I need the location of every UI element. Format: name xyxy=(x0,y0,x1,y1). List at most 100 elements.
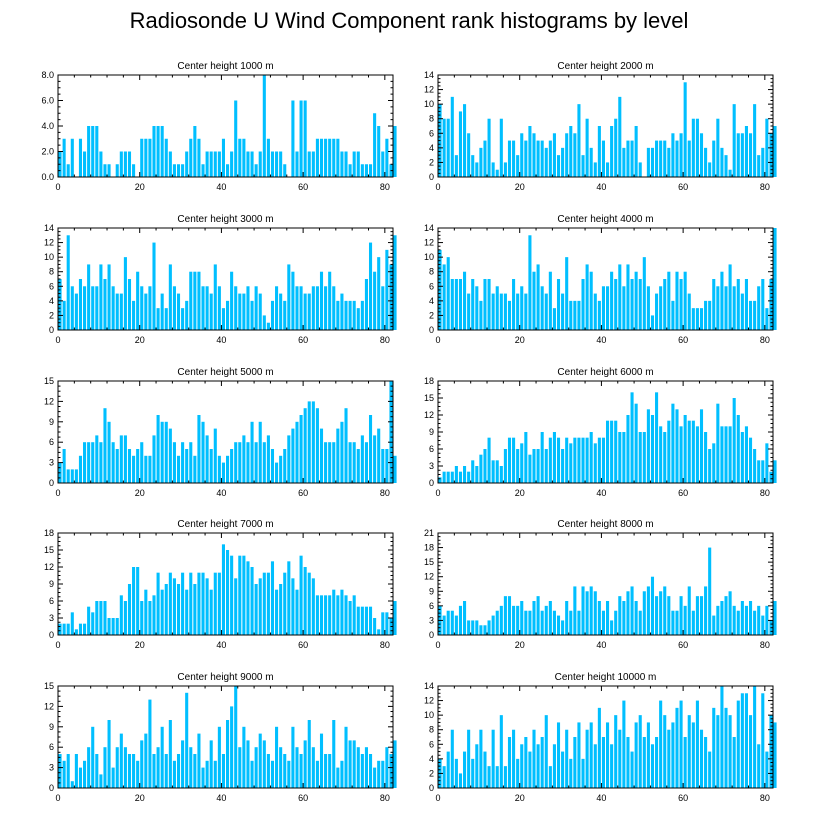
panel-9-bar-73 xyxy=(356,747,360,788)
panel-10-bar-54 xyxy=(659,700,663,788)
panel-2-title: Center height 2000 m xyxy=(557,61,653,72)
panel-2-bar-5 xyxy=(458,111,463,177)
panel-3-bar-56 xyxy=(287,264,291,330)
panel-2-bar-39 xyxy=(597,126,601,177)
panel-4-bar-40 xyxy=(601,286,605,330)
panel-6-bar-54 xyxy=(659,426,663,483)
panel-6-bar-44 xyxy=(618,432,622,483)
panel-3-bar-27 xyxy=(168,264,172,330)
panel-1-bar-36 xyxy=(205,151,209,177)
panel-10-bar-26 xyxy=(544,715,548,788)
panel-8-bar-74 xyxy=(740,601,744,635)
panel-9-bar-2 xyxy=(66,754,70,788)
panel-9-bar-54 xyxy=(279,747,283,788)
panel-3-bar-8 xyxy=(91,286,95,330)
panel-8-bar-4 xyxy=(454,615,458,635)
panel-3-bar-41 xyxy=(226,300,230,330)
panel-2-bar-31 xyxy=(565,133,569,177)
panel-1-bar-60 xyxy=(303,100,307,177)
panel-6-bar-10 xyxy=(479,454,483,483)
panel-8-bar-66 xyxy=(708,547,712,635)
panel-3-bar-75 xyxy=(364,279,368,330)
panel-7-bar-10 xyxy=(99,601,103,635)
panel-3-bar-12 xyxy=(107,264,111,330)
panel-1-bar-62 xyxy=(311,151,315,177)
panel-2-bar-23 xyxy=(532,133,536,177)
panel-7-bar-3 xyxy=(70,612,74,635)
panel-5-bar-49 xyxy=(258,421,262,483)
panel-4-bar-73 xyxy=(736,279,740,330)
panel-8-bar-48 xyxy=(634,601,638,635)
panel-4-bar-21 xyxy=(524,293,528,330)
panel-7-bar-11 xyxy=(103,601,107,635)
panel-10-bar-75 xyxy=(744,693,748,788)
panel-7-bar-69 xyxy=(340,589,344,635)
panel-4-bar-77 xyxy=(753,300,757,330)
panel-8-bar-67 xyxy=(712,615,716,635)
panel-8-ytick-label: 12 xyxy=(424,572,434,582)
panel-9-bar-19 xyxy=(136,760,140,788)
panel-9-bar-14 xyxy=(115,747,119,788)
panel-2-bar-28 xyxy=(552,133,556,177)
panel-6-bar-12 xyxy=(487,437,491,483)
panel-9-bar-31 xyxy=(185,692,189,788)
panel-5-bar-10 xyxy=(99,442,103,483)
panel-9-bar-62 xyxy=(311,747,315,788)
panel-9-ytick-label: 15 xyxy=(44,681,54,691)
panel-6-bar-66 xyxy=(708,449,712,483)
panel-3-bar-10 xyxy=(99,264,103,330)
panel-3-bar-63 xyxy=(315,286,319,330)
panel-7-bar-67 xyxy=(332,589,336,635)
panel-8-bar-42 xyxy=(610,620,614,635)
panel-8-bar-20 xyxy=(520,601,524,635)
panel-8-bar-38 xyxy=(593,591,597,635)
panel-10-ytick-label: 12 xyxy=(424,696,434,706)
panel-6-title: Center height 6000 m xyxy=(557,367,653,378)
panel-10-bar-19 xyxy=(516,758,520,788)
panel-1-bar-51 xyxy=(266,138,270,177)
panel-9-bar-5 xyxy=(78,767,83,788)
panel-2-bar-38 xyxy=(593,162,597,177)
panel-6-bar-73 xyxy=(736,415,740,483)
panel-2-bar-80 xyxy=(765,118,769,177)
panel-8-bar-41 xyxy=(606,601,610,635)
panel-5-bar-13 xyxy=(111,442,115,483)
panel-1-bar-67 xyxy=(332,138,336,177)
panel-5-bar-52 xyxy=(270,449,275,483)
panel-1-ytick-label: 8.0 xyxy=(41,70,54,80)
panel-6-bar-30 xyxy=(561,449,565,483)
panel-5-bar-76 xyxy=(368,415,373,483)
panel-7-xtick-label: 60 xyxy=(298,640,308,650)
panel-7-xtick-label: 80 xyxy=(380,640,390,650)
panel-7-bar-21 xyxy=(144,589,148,635)
panel-4-bar-60 xyxy=(683,271,687,330)
panel-1-bar-17 xyxy=(127,151,132,177)
panel-10-bar-46 xyxy=(626,737,630,788)
panel-6-bar-59 xyxy=(679,426,683,483)
panel-3-xtick-label: 60 xyxy=(298,335,308,345)
panel-1-xtick-label: 0 xyxy=(55,182,60,192)
panel-4-ytick-label: 4 xyxy=(429,296,434,306)
panel-5-bar-14 xyxy=(115,449,119,483)
panel-8-xtick-label: 20 xyxy=(515,640,525,650)
panel-1-bar-68 xyxy=(336,138,340,177)
panel-2-bar-35 xyxy=(581,155,585,177)
panel-5-bar-57 xyxy=(291,428,295,483)
panel-4-bar-48 xyxy=(634,271,638,330)
panel-4-bar-27 xyxy=(548,271,552,330)
panel-3-bar-22 xyxy=(148,286,152,330)
panel-10-bar-3 xyxy=(450,729,454,788)
panel-5-bar-23 xyxy=(152,435,156,483)
panel-8-bar-43 xyxy=(614,610,618,635)
panel-7-bar-33 xyxy=(193,584,197,635)
panel-1-bar-66 xyxy=(328,138,332,177)
panel-7-bar-12 xyxy=(107,618,111,635)
panel-10-bar-72 xyxy=(732,737,736,788)
panel-7-ytick-label: 15 xyxy=(44,545,54,555)
panel-7-bar-8 xyxy=(91,612,95,635)
panel-7-bar-54 xyxy=(279,584,283,635)
panel-9-bar-23 xyxy=(152,754,156,788)
panel-2-bar-79 xyxy=(761,147,765,177)
panel-4-bar-72 xyxy=(732,286,736,330)
panel-8-bar-76 xyxy=(748,601,753,635)
